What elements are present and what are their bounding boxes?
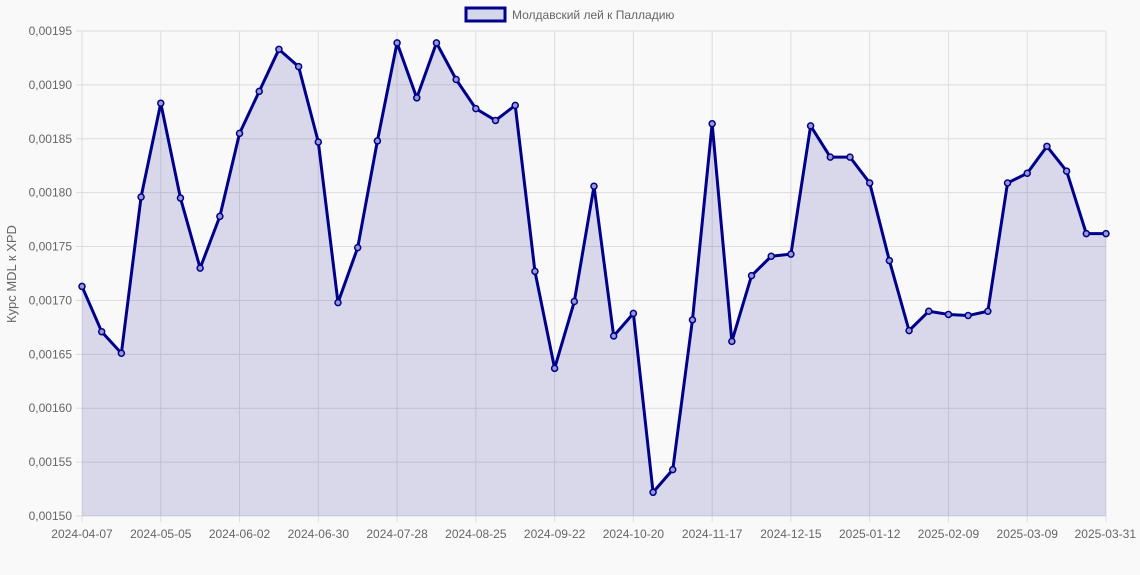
legend-label: Молдавский лей к Палладию	[512, 8, 674, 22]
data-point[interactable]	[196, 264, 204, 272]
data-point[interactable]	[905, 326, 913, 335]
x-tick-label: 2025-01-12	[839, 527, 901, 541]
x-tick-label: 2024-04-07	[51, 527, 113, 541]
y-tick-label: 0,00175	[29, 240, 73, 254]
data-point[interactable]	[885, 256, 894, 265]
data-point[interactable]	[275, 45, 283, 54]
data-point[interactable]	[728, 337, 736, 346]
data-point[interactable]	[1102, 229, 1110, 238]
y-tick-label: 0,00180	[29, 186, 73, 200]
data-point[interactable]	[570, 297, 579, 306]
data-point[interactable]	[925, 307, 933, 315]
data-point[interactable]	[688, 316, 697, 324]
x-tick-label: 2025-03-09	[997, 527, 1059, 541]
data-point[interactable]	[353, 243, 362, 252]
data-point[interactable]	[97, 327, 106, 336]
data-point[interactable]	[984, 307, 992, 315]
x-tick-label: 2025-03-31	[1075, 527, 1137, 541]
x-tick-label: 2024-12-15	[760, 527, 822, 541]
x-tick-label: 2024-11-17	[682, 527, 743, 541]
data-point[interactable]	[865, 179, 874, 187]
data-point[interactable]	[78, 282, 86, 291]
data-point[interactable]	[472, 104, 480, 113]
data-point[interactable]	[413, 94, 421, 102]
data-point[interactable]	[1003, 179, 1012, 187]
y-tick-label: 0,00190	[29, 78, 73, 92]
data-point[interactable]	[964, 311, 972, 320]
x-tick-label: 2024-06-30	[288, 527, 350, 541]
x-tick-label: 2024-07-28	[366, 527, 428, 541]
data-point[interactable]	[846, 153, 854, 161]
data-point[interactable]	[787, 250, 795, 258]
data-point[interactable]	[826, 153, 835, 161]
data-point[interactable]	[747, 271, 756, 280]
data-point[interactable]	[1023, 169, 1031, 178]
data-point[interactable]	[708, 119, 716, 128]
data-point[interactable]	[511, 101, 519, 110]
data-point[interactable]	[629, 309, 638, 318]
y-tick-label: 0,00160	[29, 401, 73, 415]
data-point[interactable]	[255, 87, 263, 96]
y-tick-label: 0,00195	[29, 24, 73, 38]
legend[interactable]: Молдавский лей к Палладию	[464, 6, 674, 23]
data-point[interactable]	[1062, 167, 1071, 175]
data-point[interactable]	[216, 212, 224, 221]
x-tick-label: 2024-09-22	[524, 527, 586, 541]
data-point[interactable]	[314, 138, 323, 146]
data-point[interactable]	[157, 99, 165, 107]
y-tick-label: 0,00165	[29, 347, 73, 361]
data-point[interactable]	[176, 194, 185, 202]
y-tick-label: 0,00185	[29, 132, 73, 146]
data-point[interactable]	[609, 332, 618, 340]
data-point[interactable]	[806, 122, 815, 130]
data-point[interactable]	[393, 39, 401, 47]
data-point[interactable]	[944, 310, 953, 319]
data-point[interactable]	[649, 488, 657, 497]
data-point[interactable]	[452, 75, 460, 84]
data-point[interactable]	[137, 193, 145, 201]
data-point[interactable]	[1043, 142, 1051, 151]
x-tick-label: 2024-10-20	[603, 527, 665, 541]
data-point[interactable]	[550, 364, 559, 373]
data-point[interactable]	[235, 129, 244, 138]
y-tick-label: 0,00170	[29, 293, 73, 307]
y-tick-label: 0,00150	[29, 509, 73, 523]
y-axis-label: Курс MDL к XPD	[4, 225, 19, 323]
data-point[interactable]	[334, 298, 342, 307]
x-tick-label: 2024-06-02	[209, 527, 271, 541]
data-point[interactable]	[294, 62, 303, 71]
data-point[interactable]	[1082, 229, 1091, 238]
data-point[interactable]	[491, 116, 500, 125]
data-point[interactable]	[117, 349, 126, 358]
legend-swatch	[464, 6, 507, 23]
series-area	[82, 42, 1106, 516]
data-point[interactable]	[767, 252, 775, 261]
y-tick-label: 0,00155	[29, 455, 73, 469]
data-point[interactable]	[373, 137, 382, 145]
data-point[interactable]	[432, 39, 441, 47]
x-tick-label: 2025-02-09	[918, 527, 980, 541]
data-point[interactable]	[669, 465, 677, 474]
data-point[interactable]	[590, 182, 598, 190]
data-point[interactable]	[531, 267, 539, 276]
x-tick-label: 2024-08-25	[445, 527, 507, 541]
x-tick-label: 2024-05-05	[130, 527, 192, 541]
